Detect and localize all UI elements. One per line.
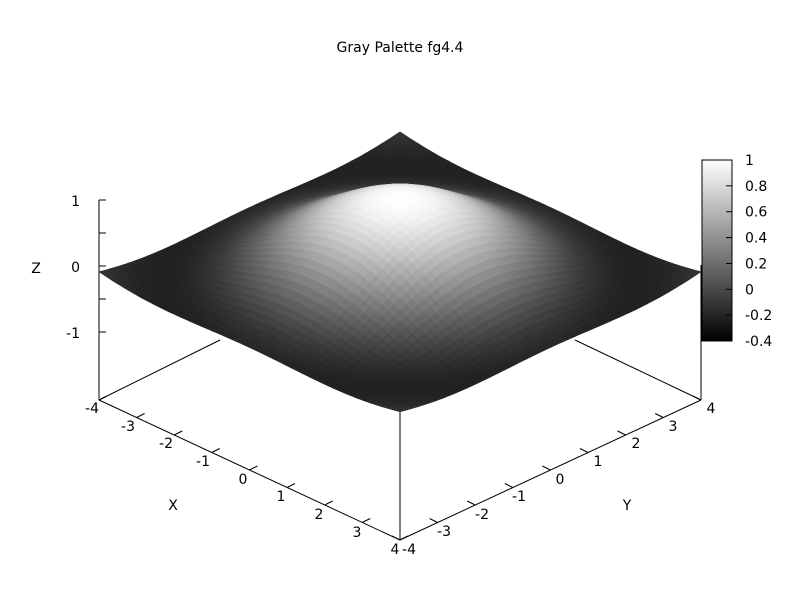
y-tick-mark: [542, 465, 551, 471]
y-axis-line: [399, 399, 702, 541]
z-tick-label: 1: [71, 194, 80, 210]
colorbar-tick-label: 0.4: [745, 231, 767, 247]
y-tick-mark: [504, 483, 514, 488]
surface-patch: [392, 408, 408, 413]
back-left-line: [98, 339, 221, 401]
x-tick-label: 0: [239, 472, 248, 488]
x-tick-labels: -4 -3 -2 -1 0 1 2 3 4: [85, 401, 400, 558]
colorbar: [701, 159, 733, 342]
x-tick-mark: [361, 518, 371, 523]
x-tick-label: 1: [277, 489, 286, 505]
y-tick-mark: [617, 430, 626, 436]
y-tick-mark: [579, 448, 589, 453]
x-axis-label: X: [168, 498, 178, 514]
y-tick-label: -3: [437, 524, 451, 540]
axis-box: [98, 200, 702, 541]
z-tick-label: 0: [71, 260, 80, 276]
x-tick-mark: [98, 395, 108, 401]
colorbar-tick-label: 1: [745, 153, 754, 169]
y-tick-label: 2: [632, 436, 641, 452]
y-tick-label: -4: [402, 542, 416, 558]
y-tick-label: 1: [594, 454, 603, 470]
x-tick-mark: [399, 535, 409, 541]
y-tick-mark: [692, 395, 702, 401]
x-tick-label: 3: [353, 525, 362, 541]
colorbar-ticks: 1 0.8 0.6 0.4 0.2 0 -0.2 -0.4: [726, 153, 772, 350]
y-axis-label: Y: [622, 498, 632, 514]
y-tick-mark: [654, 413, 664, 418]
x-tick-label: 2: [315, 507, 324, 523]
x-tick-mark: [136, 413, 145, 418]
x-tick-label: -4: [85, 401, 99, 417]
colorbar-tick-label: 0.2: [745, 256, 767, 272]
colorbar-tick-label: 0: [745, 282, 754, 298]
x-tick-label: -1: [196, 454, 210, 470]
z-tick-label: -1: [66, 326, 80, 342]
x-tick-mark: [324, 500, 333, 506]
colorbar-tick-label: -0.2: [745, 308, 772, 324]
x-tick-mark: [249, 465, 258, 471]
y-tick-label: 0: [556, 472, 565, 488]
surface-plot: [98, 131, 702, 413]
y-tick-mark: [466, 500, 476, 506]
y-tick-mark: [429, 518, 438, 523]
x-tick-mark: [211, 448, 221, 453]
y-tick-label: 3: [669, 419, 678, 435]
chart-title: Gray Palette fg4.4: [337, 40, 464, 56]
y-tick-labels: -4 -3 -2 -1 0 1 2 3 4: [402, 401, 716, 558]
y-tick-label: -1: [512, 489, 526, 505]
z-axis-label: Z: [31, 261, 41, 277]
y-tick-label: -2: [475, 507, 489, 523]
tick-marks: [98, 199, 702, 541]
x-tick-label: 4: [391, 542, 400, 558]
colorbar-tick-label: -0.4: [745, 334, 772, 350]
x-tick-mark: [173, 430, 183, 436]
x-tick-mark: [286, 483, 296, 488]
y-tick-mark: [391, 535, 401, 541]
back-right-line: [574, 339, 702, 401]
colorbar-tick-label: 0.6: [745, 205, 767, 221]
y-tick-label: 4: [707, 401, 716, 417]
colorbar-tick-label: 0.8: [745, 179, 767, 195]
x-tick-label: -2: [159, 436, 173, 452]
x-tick-label: -3: [121, 419, 135, 435]
